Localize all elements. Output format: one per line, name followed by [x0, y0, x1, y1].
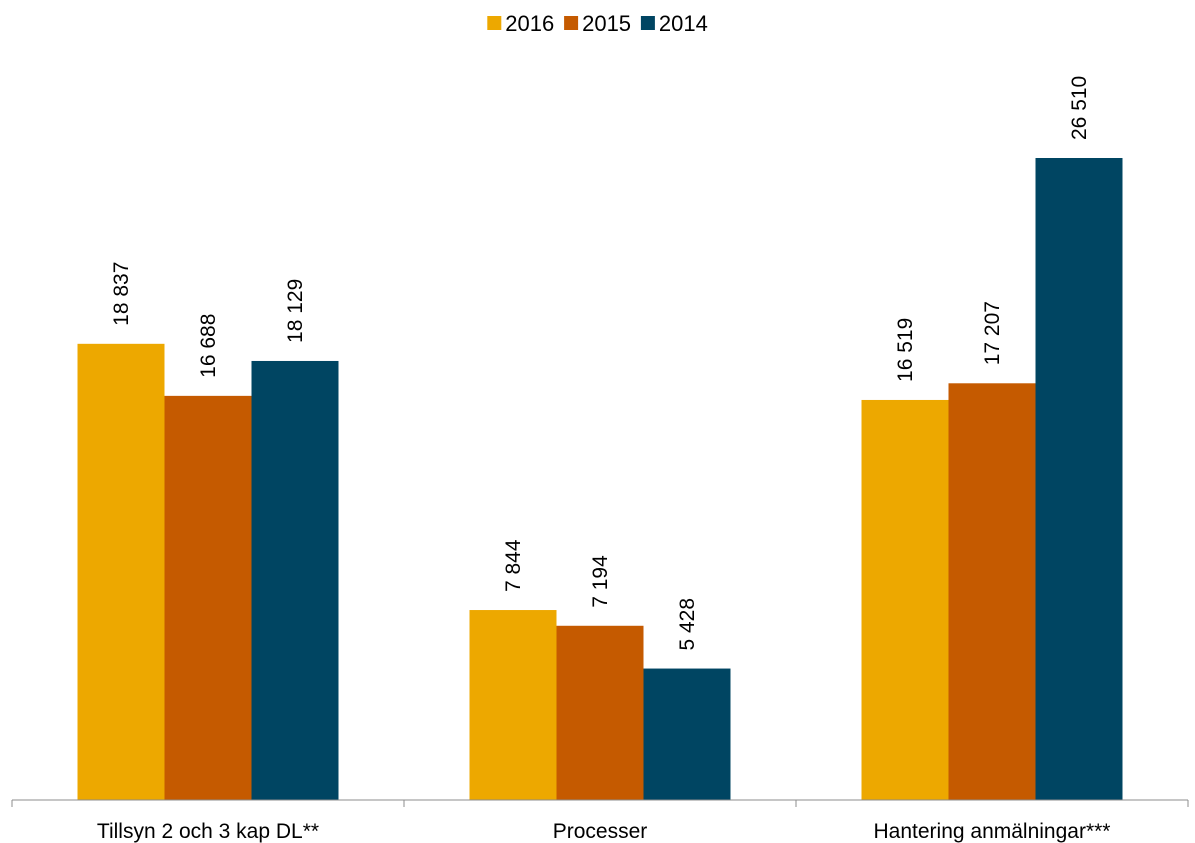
legend-label: 2016 — [505, 11, 554, 36]
data-label: 16 519 — [894, 318, 917, 382]
bar — [164, 395, 252, 800]
bars — [77, 158, 1123, 800]
data-label: 18 837 — [110, 262, 133, 326]
legend-swatch — [640, 16, 655, 30]
data-label: 16 688 — [197, 314, 220, 378]
data-labels: 18 837 16 688 18 129 7 844 7 194 5 428 16 519 1… — [110, 76, 1091, 651]
bar — [556, 625, 644, 800]
category-label: Hantering anmälningar*** — [874, 820, 1111, 843]
legend-swatch — [487, 16, 502, 30]
bar — [948, 383, 1036, 800]
bar — [861, 399, 949, 800]
bar — [643, 668, 731, 800]
bar — [1035, 158, 1123, 800]
category-label: Processer — [553, 820, 648, 843]
bar — [77, 343, 165, 800]
legend-swatch — [564, 16, 579, 30]
data-label: 17 207 — [981, 301, 1004, 365]
legend-label: 2015 — [582, 11, 631, 36]
data-label: 7 844 — [502, 539, 525, 592]
data-label: 5 428 — [676, 598, 699, 651]
legend-label: 2014 — [659, 11, 708, 36]
category-label: Tillsyn 2 och 3 kap DL** — [97, 820, 319, 843]
bar — [251, 360, 339, 800]
data-label: 26 510 — [1068, 76, 1091, 140]
data-label: 7 194 — [589, 555, 612, 608]
legend: 2016 2015 2014 — [487, 11, 708, 36]
bar — [469, 610, 557, 800]
data-label: 18 129 — [284, 279, 307, 343]
x-axis: Tillsyn 2 och 3 kap DL** Processer Hanteri… — [11, 799, 1189, 843]
